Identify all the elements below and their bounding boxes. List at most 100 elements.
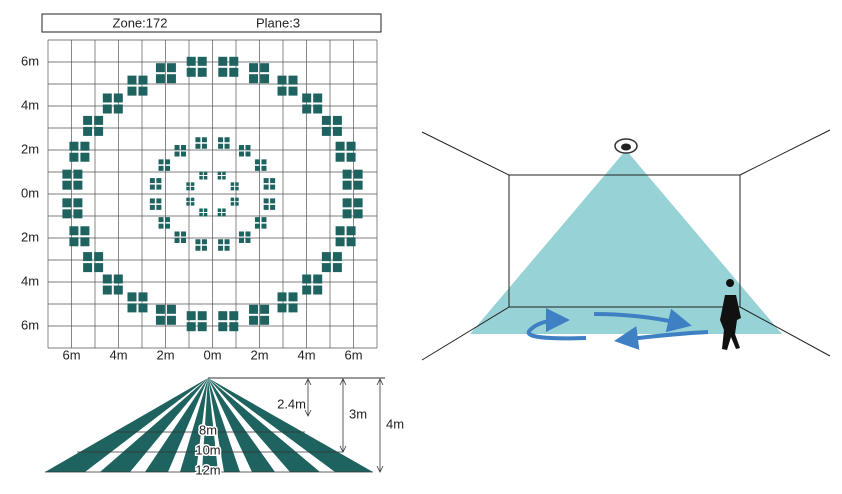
room-illustration [421, 129, 831, 361]
zone [149, 184, 155, 190]
zone [302, 285, 312, 295]
zone [238, 231, 244, 237]
zone [186, 67, 196, 77]
zone [113, 285, 123, 295]
x-label: 2m [250, 347, 268, 362]
zone [249, 315, 259, 325]
zone [102, 93, 112, 103]
zone [69, 226, 79, 236]
beam [180, 378, 208, 472]
arrow-head [304, 378, 312, 417]
zone [235, 186, 239, 191]
zone [155, 63, 165, 73]
zone [238, 151, 244, 157]
zone [155, 315, 165, 325]
zone [342, 180, 352, 190]
zone [166, 315, 176, 325]
zone [127, 303, 137, 313]
zone [73, 209, 83, 219]
zone [230, 186, 235, 191]
x-label: 4m [109, 347, 127, 362]
zone [346, 152, 356, 162]
zone [342, 209, 352, 219]
motion-arrow [593, 308, 692, 333]
zone [277, 86, 287, 96]
zone [138, 86, 148, 96]
zone [321, 263, 331, 273]
zone [174, 237, 180, 243]
range-label: 10m [195, 442, 220, 457]
zone [270, 178, 276, 184]
y-label: 6m [21, 53, 39, 68]
motion-arrow [614, 326, 709, 350]
zone [138, 75, 148, 85]
zone [218, 239, 224, 245]
x-label: 6m [344, 347, 362, 362]
zone [353, 169, 363, 179]
side-view: 2.4m 3m 4m 8m 10m 12m [45, 377, 404, 479]
zone [149, 198, 155, 204]
zone [218, 67, 228, 77]
zone [80, 141, 90, 151]
zone [224, 239, 230, 245]
zone [229, 311, 239, 321]
zone [335, 237, 345, 247]
zone [332, 126, 342, 136]
zone [181, 151, 187, 157]
zone [195, 143, 201, 149]
zone [218, 56, 228, 66]
zone [261, 165, 267, 171]
zone [83, 263, 93, 273]
zone [235, 202, 239, 206]
plane-label: Plane:3 [256, 15, 300, 30]
zone [235, 197, 239, 202]
zone [181, 231, 187, 237]
beam [45, 378, 208, 472]
zone [230, 182, 235, 186]
zone [158, 159, 164, 165]
zone [238, 145, 244, 151]
zone [254, 165, 260, 171]
zone [261, 223, 267, 229]
zone [158, 217, 164, 223]
zone [174, 231, 180, 237]
zone [288, 292, 298, 302]
range-label: 12m [195, 462, 220, 477]
zone [249, 304, 259, 314]
zone [218, 322, 228, 332]
zone [156, 204, 162, 210]
zone [263, 204, 269, 210]
zone [69, 152, 79, 162]
arrow-head [376, 378, 384, 473]
zone [69, 237, 79, 247]
zone [94, 263, 104, 273]
zone [203, 212, 208, 217]
zone [138, 292, 148, 302]
y-label: 0m [21, 185, 39, 200]
zone [158, 165, 164, 171]
zone [165, 217, 171, 223]
zone [342, 198, 352, 208]
zone [277, 303, 287, 313]
zone [217, 176, 222, 180]
zone [254, 217, 260, 223]
back-wall [508, 174, 741, 308]
zone [335, 226, 345, 236]
zone [80, 237, 90, 247]
zone [270, 198, 276, 204]
zone [254, 223, 260, 229]
zone [113, 93, 123, 103]
zone [201, 245, 207, 251]
zone [138, 303, 148, 313]
beam [202, 378, 218, 472]
zone [245, 237, 251, 243]
zone [186, 197, 190, 202]
zone [218, 311, 228, 321]
zone [199, 212, 203, 217]
zone [166, 74, 176, 84]
zone [203, 171, 208, 176]
zone [263, 178, 269, 184]
beam [208, 378, 373, 472]
zone [195, 239, 201, 245]
zone [217, 208, 222, 212]
